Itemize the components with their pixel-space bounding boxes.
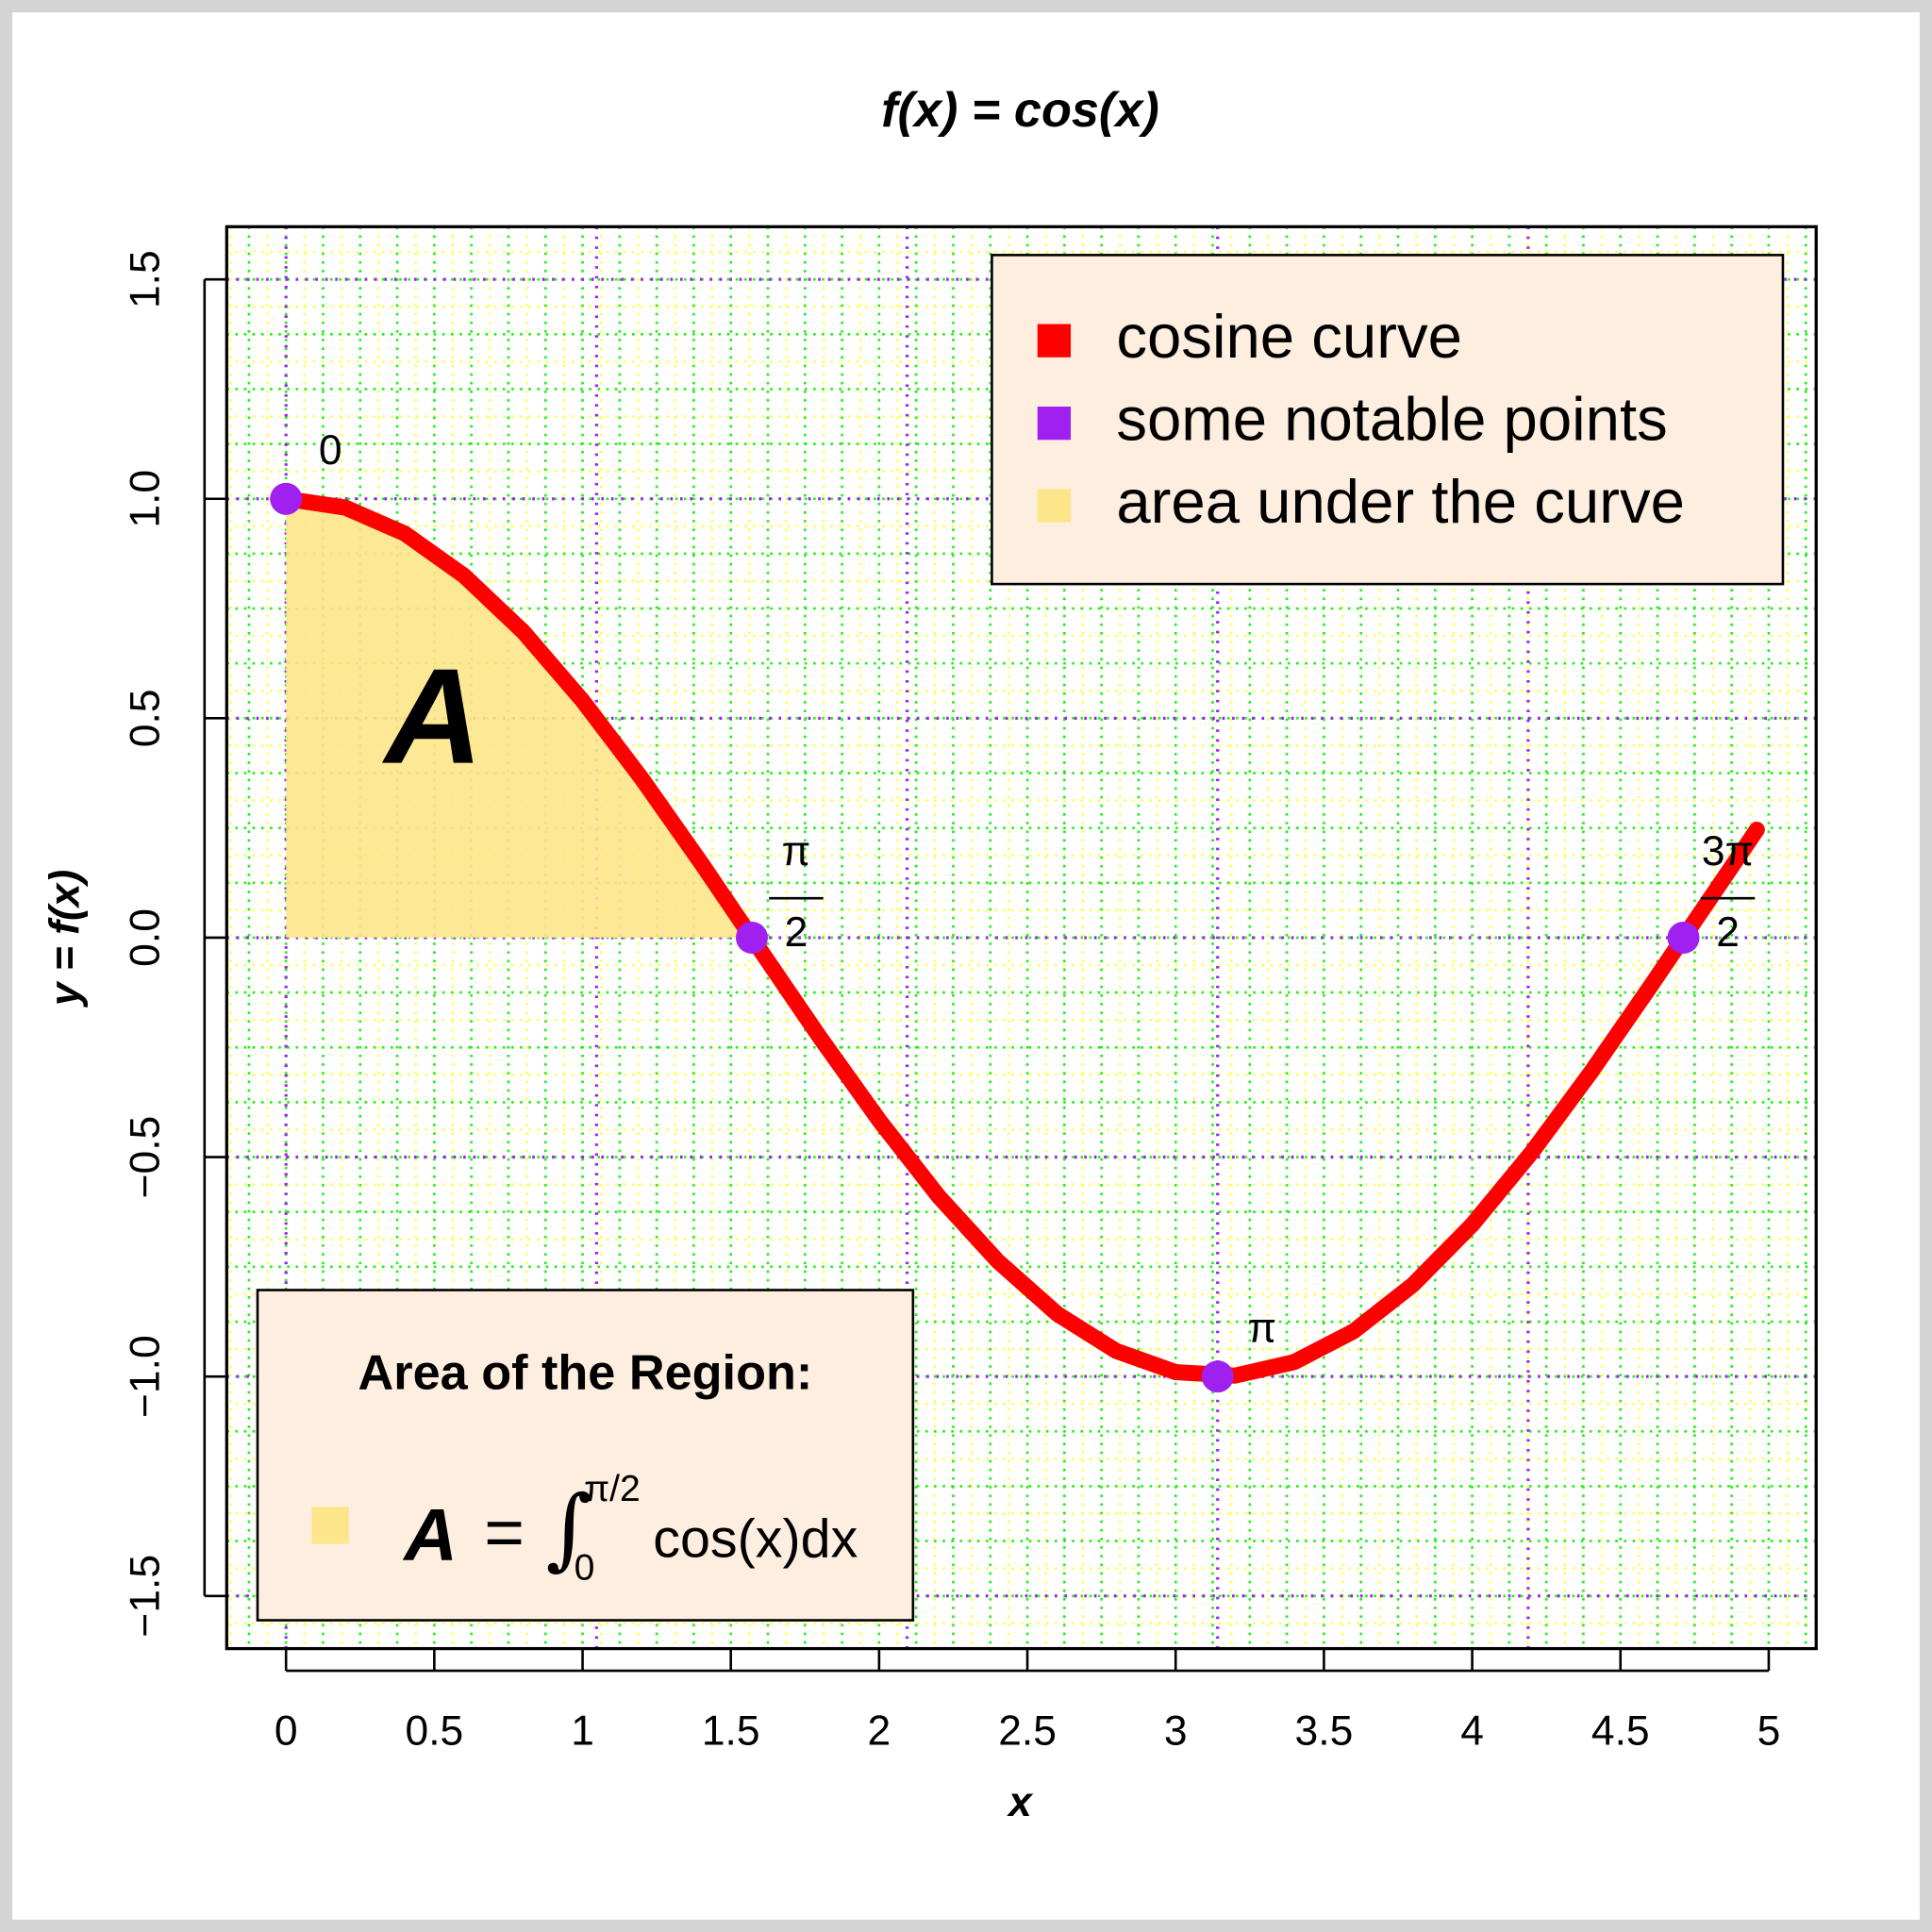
formula-integral: ∫	[546, 1477, 592, 1580]
point-label: 2	[1716, 909, 1740, 956]
legend-label: some notable points	[1116, 385, 1667, 454]
y-axis-label: y = f(x)	[42, 870, 89, 1008]
point	[1201, 1360, 1234, 1393]
point	[270, 482, 303, 515]
legend-swatch	[1037, 324, 1072, 358]
info-swatch	[311, 1507, 349, 1544]
point-label: π	[1247, 1306, 1276, 1352]
x-tick-label: 2.5	[998, 1707, 1057, 1754]
area-annotation: A	[382, 641, 483, 792]
point-label: π	[782, 828, 811, 874]
point-label: 2	[785, 909, 808, 956]
x-tick-label: 0.5	[406, 1707, 464, 1754]
y-tick-label: −0.5	[122, 1116, 168, 1199]
formula-lhs: A	[402, 1492, 458, 1575]
legend-swatch	[1037, 489, 1072, 523]
plot-border	[225, 225, 1818, 1651]
x-tick-label: 3.5	[1295, 1707, 1354, 1754]
legend	[991, 254, 1785, 586]
point	[1667, 921, 1700, 954]
info-box	[256, 1289, 915, 1622]
point-label: 3π	[1702, 828, 1754, 874]
formula-upper: π/2	[584, 1469, 641, 1509]
point	[735, 921, 768, 954]
x-tick-label: 5	[1757, 1707, 1781, 1754]
y-tick-label: −1.0	[122, 1335, 168, 1418]
legend-label: cosine curve	[1116, 302, 1462, 371]
info-title: Area of the Region:	[358, 1346, 813, 1401]
x-tick-label: 1.5	[702, 1707, 760, 1754]
y-tick-label: 0.5	[122, 689, 168, 747]
formula-eq: =	[484, 1494, 525, 1571]
plot-area: A 0 π 2 π 3π 2	[270, 427, 1765, 1393]
formula-lower: 0	[575, 1547, 595, 1588]
chart-title: f(x) = cos(x)	[881, 83, 1159, 138]
x-tick-label: 2	[868, 1707, 891, 1754]
x-tick-label: 4.5	[1591, 1707, 1650, 1754]
y-tick-label: 0.0	[122, 908, 168, 967]
area	[286, 498, 752, 938]
y-tick-label: 1.5	[122, 250, 168, 308]
y-tick-label: −1.5	[122, 1555, 168, 1638]
formula-integrand: cos(x)dx	[653, 1508, 858, 1569]
x-tick-label: 1	[571, 1707, 594, 1754]
legend-label: area under the curve	[1116, 467, 1685, 536]
point-label: 0	[319, 427, 342, 474]
legend-swatch	[1037, 407, 1072, 441]
x-axis-label: x	[1007, 1779, 1034, 1825]
y-tick-label: 1.0	[122, 470, 168, 528]
x-tick-label: 4	[1460, 1707, 1484, 1754]
x-tick-label: 3	[1164, 1707, 1188, 1754]
line	[277, 491, 1765, 1384]
x-tick-label: 0	[275, 1707, 298, 1754]
